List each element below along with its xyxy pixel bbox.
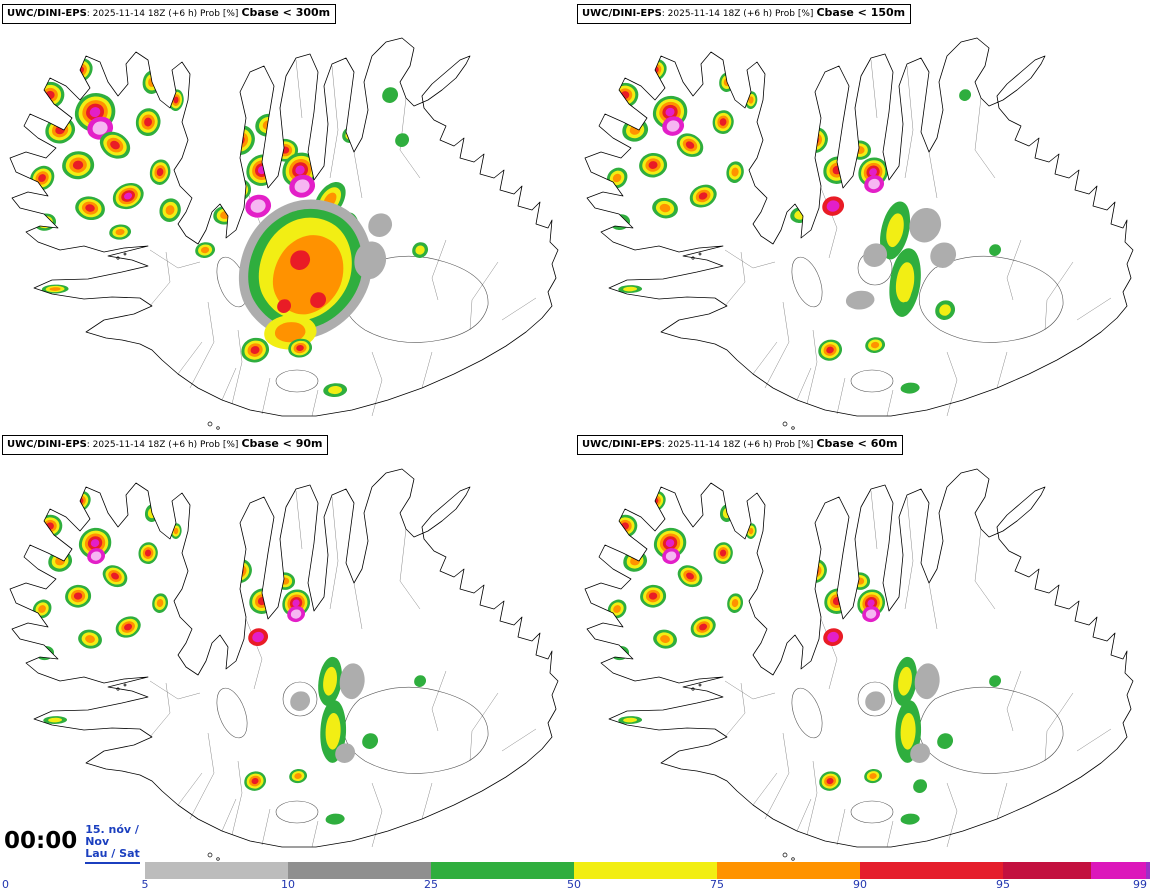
island-vestmannaeyjar xyxy=(782,421,788,427)
coastline xyxy=(584,468,1134,848)
colorbar-segment-10-25 xyxy=(288,862,431,879)
colorbar-tick-label: 95 xyxy=(996,878,1010,891)
colorbar-tick-label: 75 xyxy=(710,878,724,891)
colorbar-tick-label: 99 xyxy=(1133,878,1147,891)
model-name: UWC/DINI-EPS xyxy=(582,439,662,450)
colorbar-tick-label: 50 xyxy=(567,878,581,891)
glacier-myrdalsjokull xyxy=(850,800,894,824)
model-name: UWC/DINI-EPS xyxy=(7,439,87,450)
iceland-map xyxy=(9,468,559,861)
island-vestmannaeyjar xyxy=(782,852,788,858)
coastline xyxy=(9,37,559,417)
threshold-label: Cbase < 90m xyxy=(241,437,323,450)
run-info: : 2025-11-14 18Z (+6 h) Prob [%] xyxy=(86,9,239,19)
glacier-vatnajokull xyxy=(343,686,489,774)
forecast-panel-90m: UWC/DINI-EPS: 2025-11-14 18Z (+6 h) Prob… xyxy=(0,431,575,862)
probability-field xyxy=(30,50,429,397)
date-month-en: Nov xyxy=(85,835,110,848)
island-vestmannaeyjar xyxy=(207,421,213,427)
colorbar-tick-label: 5 xyxy=(141,878,149,891)
colorbar-tick-label: 10 xyxy=(281,878,295,891)
glacier-vatnajokull xyxy=(918,255,1064,343)
run-info: : 2025-11-14 18Z (+6 h) Prob [%] xyxy=(661,9,814,19)
glacier-hofsjokull xyxy=(857,681,893,717)
forecast-panel-150m: UWC/DINI-EPS: 2025-11-14 18Z (+6 h) Prob… xyxy=(575,0,1150,431)
colorbar-segment-5-10 xyxy=(145,862,288,879)
panel-grid: UWC/DINI-EPS: 2025-11-14 18Z (+6 h) Prob… xyxy=(0,0,1150,862)
panel-title-box: UWC/DINI-EPS: 2025-11-14 18Z (+6 h) Prob… xyxy=(577,4,912,24)
panel-title-box: UWC/DINI-EPS: 2025-11-14 18Z (+6 h) Prob… xyxy=(2,435,329,455)
time-display: 00:00 15. nóv / Nov Lau / Sat xyxy=(4,822,140,864)
glacier-hofsjokull xyxy=(282,681,318,717)
glacier-langjokull xyxy=(216,687,248,739)
weekday: Lau / Sat xyxy=(85,847,140,860)
colorbar-segment->99 xyxy=(1146,862,1150,879)
glacier-myrdalsjokull xyxy=(275,369,319,393)
boundary-lines xyxy=(149,490,537,848)
colorbar-tick-label: 25 xyxy=(424,878,438,891)
glacier-vatnajokull xyxy=(918,686,1064,774)
coastline xyxy=(584,37,1134,417)
run-info: : 2025-11-14 18Z (+6 h) Prob [%] xyxy=(86,440,239,450)
panel-title-box: UWC/DINI-EPS: 2025-11-14 18Z (+6 h) Prob… xyxy=(577,435,904,455)
iceland-map xyxy=(584,468,1134,861)
forecast-panel-60m: UWC/DINI-EPS: 2025-11-14 18Z (+6 h) Prob… xyxy=(575,431,1150,862)
colorbar-tick-labels: 0 5 10 25 50 75 90 95 99 xyxy=(0,878,1150,891)
panel-title-box: UWC/DINI-EPS: 2025-11-14 18Z (+6 h) Prob… xyxy=(2,4,337,24)
model-name: UWC/DINI-EPS xyxy=(7,8,87,19)
coastline xyxy=(9,468,559,848)
colorbar-segment-25-50 xyxy=(431,862,574,879)
colorbar-segment-50-75 xyxy=(574,862,717,879)
run-info: : 2025-11-14 18Z (+6 h) Prob [%] xyxy=(661,440,814,450)
island-vestmannaeyjar xyxy=(207,852,213,858)
probability-field xyxy=(606,52,1002,394)
iceland-map xyxy=(9,37,559,430)
valid-date: 15. nóv / Nov Lau / Sat xyxy=(85,824,140,864)
forecast-panel-300m: UWC/DINI-EPS: 2025-11-14 18Z (+6 h) Prob… xyxy=(0,0,575,431)
colorbar-segment-75-90 xyxy=(717,862,860,879)
colorbar-segment-95-97 xyxy=(1003,862,1091,879)
glacier-langjokull xyxy=(791,256,823,308)
date-month-local: 15. nóv / xyxy=(85,823,139,836)
threshold-label: Cbase < 300m xyxy=(241,6,331,19)
glacier-langjokull xyxy=(791,687,823,739)
glacier-myrdalsjokull xyxy=(275,800,319,824)
model-name: UWC/DINI-EPS xyxy=(582,8,662,19)
threshold-label: Cbase < 150m xyxy=(816,6,906,19)
colorbar-tick-label: 0 xyxy=(2,878,9,891)
boundary-lines xyxy=(724,490,1112,848)
valid-time: 00:00 xyxy=(4,828,78,854)
colorbar-segment-90-95 xyxy=(860,862,1003,879)
colorbar-segment-97-99 xyxy=(1091,862,1146,879)
threshold-label: Cbase < 60m xyxy=(816,437,898,450)
glacier-myrdalsjokull xyxy=(850,369,894,393)
colorbar-tick-label: 90 xyxy=(853,878,867,891)
probability-colorbar xyxy=(145,862,1150,879)
iceland-map xyxy=(584,37,1134,430)
